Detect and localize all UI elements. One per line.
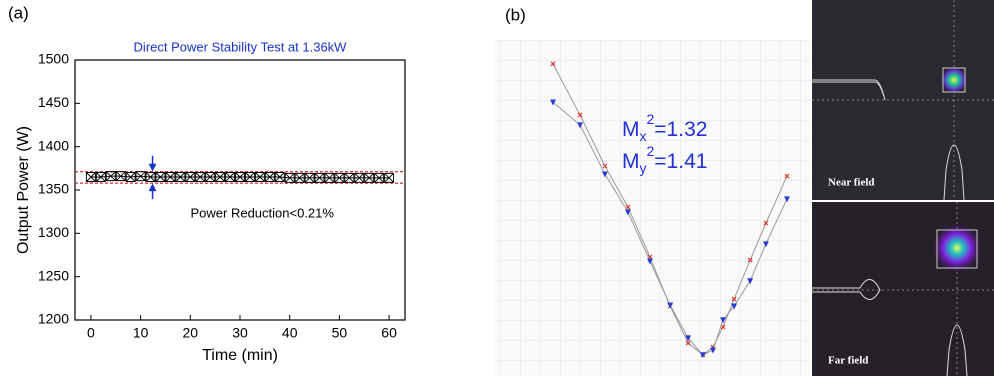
panel-label: (b) <box>505 5 526 24</box>
y-tick-label: 1450 <box>38 94 69 110</box>
x-tick-label: 60 <box>381 325 397 341</box>
x-axis-label: Time (min) <box>202 347 278 364</box>
plot-frame <box>75 60 405 320</box>
arrow <box>150 156 156 170</box>
annotation-sub: x <box>640 128 647 144</box>
x-tick-label: 0 <box>87 325 95 341</box>
chart-title: Direct Power Stability Test at 1.36kW <box>134 39 348 54</box>
y-tick-label: 1500 <box>38 51 69 67</box>
panel-label: (a) <box>8 3 29 22</box>
x-tick-label: 30 <box>232 325 248 341</box>
annotation-sup: 2 <box>647 111 655 127</box>
image-label: Far field <box>828 355 868 367</box>
y-axis-label: Output Power (W) <box>15 126 32 254</box>
annotation-rest: =1.32 <box>654 118 707 141</box>
y-tick-label: 1250 <box>38 267 69 283</box>
annotation: Power Reduction<0.21% <box>191 206 335 221</box>
annotation-sup: 2 <box>647 143 655 159</box>
arrow <box>150 185 156 199</box>
y-tick-label: 1300 <box>38 224 69 240</box>
y-tick-label: 1400 <box>38 137 69 153</box>
annotation-rest: =1.41 <box>654 150 707 173</box>
x-tick-label: 40 <box>282 325 298 341</box>
x-tick-label: 10 <box>133 325 149 341</box>
y-tick-label: 1200 <box>38 311 69 327</box>
figure: (a) Direct Power Stability Test at 1.36kW… <box>0 0 994 376</box>
x-tick-label: 20 <box>183 325 199 341</box>
annotation-base: M <box>622 118 640 141</box>
image-label: Near field <box>828 177 875 189</box>
beam-spot <box>940 66 968 94</box>
annotation-base: M <box>622 150 640 173</box>
annotation-sub: y <box>640 160 647 176</box>
x-tick-label: 50 <box>332 325 348 341</box>
y-tick-label: 1350 <box>38 181 69 197</box>
grid-pattern <box>495 40 810 376</box>
